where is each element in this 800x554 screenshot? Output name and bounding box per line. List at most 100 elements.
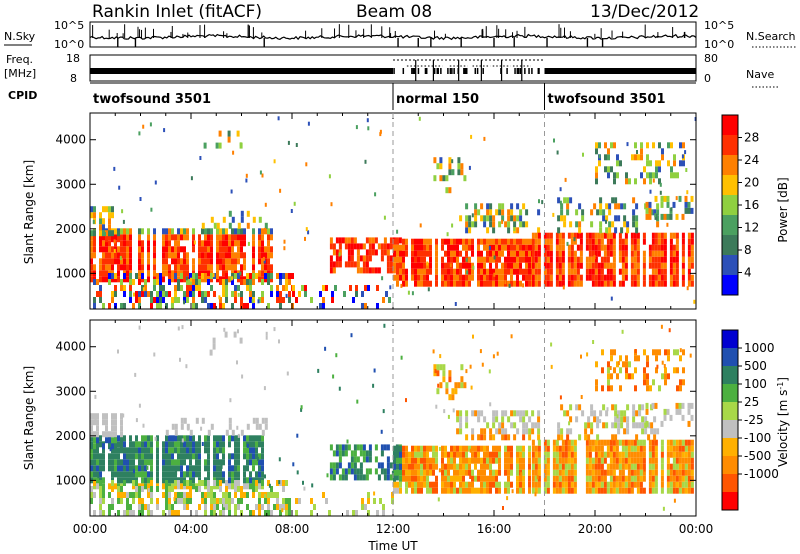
scatter-cell: [150, 453, 153, 460]
scatter-cell: [362, 255, 366, 262]
scatter-cell: [492, 268, 495, 275]
scatter-cell: [105, 270, 108, 277]
scatter-cell: [584, 422, 588, 429]
scatter-cell: [207, 435, 210, 442]
scatter-cell: [555, 238, 559, 245]
scatter-cell: [258, 477, 261, 484]
y-tick-label: 4000: [55, 340, 86, 354]
scatter-cell: [607, 172, 610, 179]
scatter-cell: [654, 451, 658, 458]
scatter-cell: [288, 504, 291, 510]
scatter-speck: [451, 223, 454, 228]
scatter-cell: [657, 238, 661, 245]
scatter-cell: [465, 445, 468, 452]
scatter-cell: [168, 252, 171, 259]
scatter-speck: [296, 433, 299, 438]
scatter-cell: [129, 297, 132, 303]
scatter-cell: [549, 244, 553, 251]
station-title: Rankin Inlet (fitACF): [92, 2, 262, 22]
scatter-cell: [687, 201, 691, 208]
scatter-cell: [528, 434, 532, 441]
scatter-speck: [300, 405, 303, 410]
scatter-cell: [639, 469, 643, 476]
scatter-speck: [506, 496, 509, 501]
scatter-cell: [129, 285, 132, 291]
scatter-cell: [531, 439, 535, 446]
scatter-cell: [445, 187, 449, 194]
scatter-cell: [261, 417, 265, 424]
freq-tick-bottom: 8: [70, 72, 77, 85]
scatter-cell: [135, 492, 138, 498]
scatter-cell: [285, 510, 288, 516]
scatter-cell: [609, 268, 613, 275]
scatter-cell: [439, 364, 443, 371]
scatter-cell: [344, 444, 348, 451]
scatter-cell: [681, 256, 685, 263]
scatter-cell: [126, 264, 129, 271]
scatter-cell: [483, 215, 487, 222]
scatter-cell: [261, 258, 264, 265]
scatter-cell: [648, 207, 652, 214]
velocity-colorbar-block: [722, 348, 738, 366]
scatter-cell: [96, 477, 99, 484]
scatter-cell: [111, 425, 114, 432]
scatter-cell: [93, 510, 96, 516]
scatter-cell: [631, 373, 634, 380]
scatter-cell: [417, 475, 420, 482]
y-tick-label: 4000: [55, 133, 86, 147]
freq-unit-label: [MHz]: [4, 67, 36, 80]
scatter-cell: [380, 243, 384, 250]
scatter-cell: [534, 422, 538, 429]
scatter-cell: [174, 276, 177, 283]
scatter-cell: [495, 274, 498, 281]
scatter-cell: [329, 444, 333, 451]
scatter-cell: [225, 498, 228, 504]
scatter-cell: [507, 262, 510, 269]
scatter-cell: [117, 465, 120, 472]
scatter-cell: [261, 240, 264, 247]
scatter-cell: [322, 297, 325, 303]
scatter-cell: [252, 510, 255, 516]
scatter-cell: [261, 504, 264, 510]
scatter-cell: [522, 221, 526, 228]
scatter-cell: [108, 273, 111, 279]
scatter-cell: [234, 492, 237, 498]
scatter-cell: [111, 246, 114, 253]
scatter-cell: [258, 276, 261, 283]
scatter-cell: [651, 262, 655, 269]
scatter-speck: [452, 408, 455, 413]
scatter-cell: [111, 236, 114, 243]
scatter-cell: [432, 445, 435, 452]
scatter-cell: [126, 252, 129, 259]
scatter-speck: [175, 471, 178, 475]
scatter-cell: [186, 291, 189, 297]
scatter-speck: [262, 256, 265, 261]
scatter-cell: [138, 492, 141, 498]
scatter-cell: [627, 457, 631, 464]
scatter-cell: [495, 209, 499, 216]
scatter-cell: [598, 142, 601, 149]
scatter-cell: [660, 481, 664, 488]
scatter-cell: [156, 273, 159, 279]
scatter-cell: [634, 178, 637, 185]
scatter-cell: [610, 385, 613, 392]
scatter-cell: [129, 477, 132, 484]
scatter-cell: [615, 445, 619, 452]
scatter-cell: [192, 273, 195, 279]
scatter-cell: [429, 268, 432, 275]
scatter-speck: [598, 154, 601, 159]
scatter-cell: [507, 209, 511, 216]
scatter-cell: [150, 510, 153, 516]
scatter-cell: [171, 459, 174, 466]
scatter-cell: [646, 154, 649, 161]
scatter-cell: [261, 483, 264, 490]
scatter-cell: [159, 273, 162, 279]
scatter-cell: [667, 355, 670, 362]
scatter-cell: [450, 256, 453, 263]
scatter-cell: [579, 262, 583, 269]
scatter-cell: [576, 256, 580, 263]
scatter-cell: [633, 439, 637, 446]
scatter-cell: [630, 250, 634, 257]
scatter-cell: [177, 297, 180, 303]
